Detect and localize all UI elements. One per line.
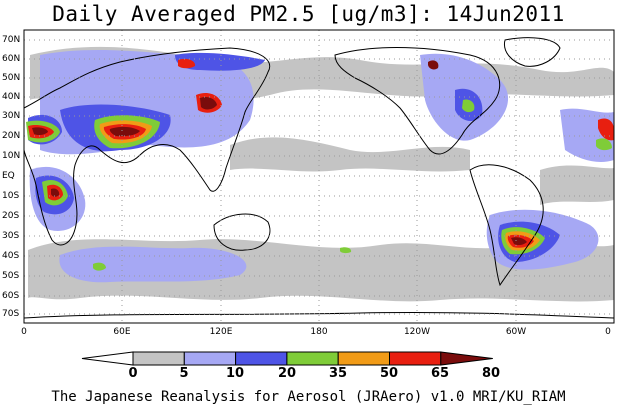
colorbar-tick-5: 5 [179, 366, 189, 381]
coast-greenland [503, 37, 561, 67]
lightblue-southern [59, 246, 247, 283]
green-south-indian [93, 262, 106, 271]
lat-label-30s: 30S [2, 231, 20, 241]
lon-label-0-east: 0 [605, 327, 611, 337]
darkred-samerica [511, 237, 527, 246]
darkred-india [109, 126, 140, 137]
green-namerica [462, 99, 475, 113]
footer-credit: The Japanese Reanalysis for Aerosol (JRA… [51, 389, 566, 405]
red-atlantic [598, 118, 614, 141]
lat-label-60n: 60N [2, 54, 21, 64]
colorbar-segment-above-80 [440, 351, 493, 366]
colorbar-tick-35: 35 [328, 366, 348, 381]
darkred-china [200, 96, 217, 110]
lat-label-20n: 20N [2, 131, 21, 141]
colorbar-tick-50: 50 [379, 366, 399, 381]
colorbar-tick-20: 20 [277, 366, 297, 381]
colorbar-segment-2 [183, 351, 237, 366]
colorbar-segment-1 [132, 351, 185, 366]
coastlines [23, 37, 615, 319]
blue-siberia [175, 52, 265, 71]
colorbar-tick-0: 0 [128, 366, 138, 381]
pm25-field [26, 46, 614, 302]
lon-label-120e: 120E [209, 327, 233, 337]
darkred-canada [428, 60, 439, 70]
lat-label-50s: 50S [2, 271, 20, 281]
lat-label-20s: 20S [2, 211, 20, 221]
gray-band-sw [540, 165, 614, 205]
lat-label-50n: 50N [2, 73, 21, 83]
red-siberia [178, 58, 196, 69]
lon-label-60w: 60W [505, 327, 527, 337]
graticule [24, 30, 614, 323]
lat-label-30n: 30N [2, 111, 21, 121]
colorbar-tick-10: 10 [225, 366, 245, 381]
map-frame [23, 29, 615, 324]
lon-label-0: 0 [21, 327, 27, 337]
darkred-africa [51, 188, 60, 197]
lat-label-40n: 40N [2, 92, 21, 102]
gray-band-tropic [230, 137, 470, 172]
lon-label-120w: 120W [403, 327, 431, 337]
darkred-sahara [32, 127, 48, 136]
green-south-pacific [340, 247, 352, 254]
lat-label-60s: 60S [2, 291, 20, 301]
map-title: Daily Averaged PM2.5 [ug/m3]: 14Jun2011 [52, 2, 565, 26]
lon-label-180: 180 [310, 327, 328, 337]
coast-africa-eurasia [23, 47, 271, 246]
coast-north-america [334, 47, 501, 155]
lat-label-10s: 10S [2, 191, 20, 201]
coast-antarctica [23, 311, 615, 319]
colorbar-segment-below-0 [81, 351, 134, 366]
lon-label-60e: 60E [113, 327, 131, 337]
lat-label-10n: 10N [2, 151, 21, 161]
green-atlantic [596, 138, 612, 151]
coast-south-america [469, 164, 544, 287]
lat-label-40s: 40S [2, 251, 20, 261]
lat-label-70n: 70N [2, 35, 21, 45]
colorbar-segment-4 [286, 351, 339, 366]
colorbar-tick-65: 65 [430, 366, 450, 381]
colorbar-segment-5 [337, 351, 391, 366]
colorbar [81, 351, 493, 366]
lat-label-70s: 70S [2, 309, 20, 319]
colorbar-segment-6 [389, 351, 442, 366]
coast-australia [213, 213, 271, 251]
colorbar-segment-3 [235, 351, 288, 366]
colorbar-tick-80: 80 [481, 366, 501, 381]
lat-label-eq: EQ [2, 171, 15, 181]
